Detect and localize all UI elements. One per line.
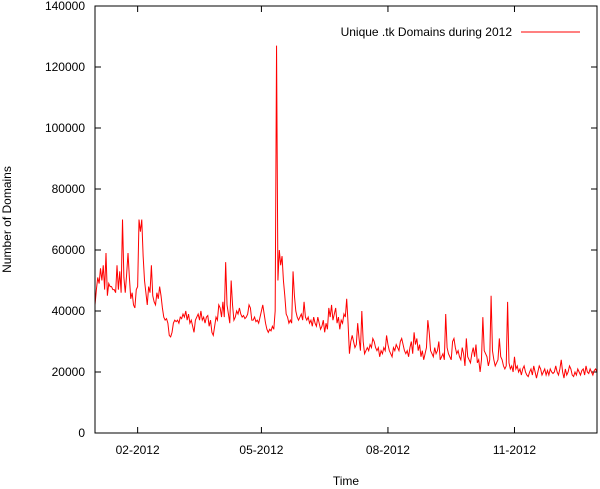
y-tick-label: 120000	[45, 60, 85, 74]
y-axis-label: Number of Domains	[0, 166, 14, 273]
y-tick-label: 100000	[45, 121, 85, 135]
y-tick-label: 80000	[52, 182, 86, 196]
x-tick-label: 11-2012	[493, 443, 536, 457]
legend: Unique .tk Domains during 2012	[341, 25, 580, 39]
y-axis-ticks: 0 20000 40000 60000 80000 100000 120000 140000	[45, 0, 597, 440]
x-tick-label: 08-2012	[366, 443, 410, 457]
x-axis-label: Time	[333, 474, 360, 488]
y-tick-label: 20000	[52, 365, 86, 379]
plot-area-frame	[94, 5, 598, 434]
x-axis-ticks: 02-2012 05-2012 08-2012 11-2012	[116, 6, 536, 457]
series-line-unique-tk-domains	[94, 45, 598, 379]
x-tick-label: 05-2012	[239, 443, 283, 457]
y-tick-label: 140000	[45, 0, 85, 13]
x-tick-label: 02-2012	[116, 443, 160, 457]
legend-label-unique-tk-domains: Unique .tk Domains during 2012	[341, 25, 513, 39]
series-layer	[94, 45, 598, 379]
y-tick-label: 60000	[52, 243, 86, 257]
y-tick-label: 40000	[52, 304, 86, 318]
y-tick-label: 0	[78, 426, 85, 440]
